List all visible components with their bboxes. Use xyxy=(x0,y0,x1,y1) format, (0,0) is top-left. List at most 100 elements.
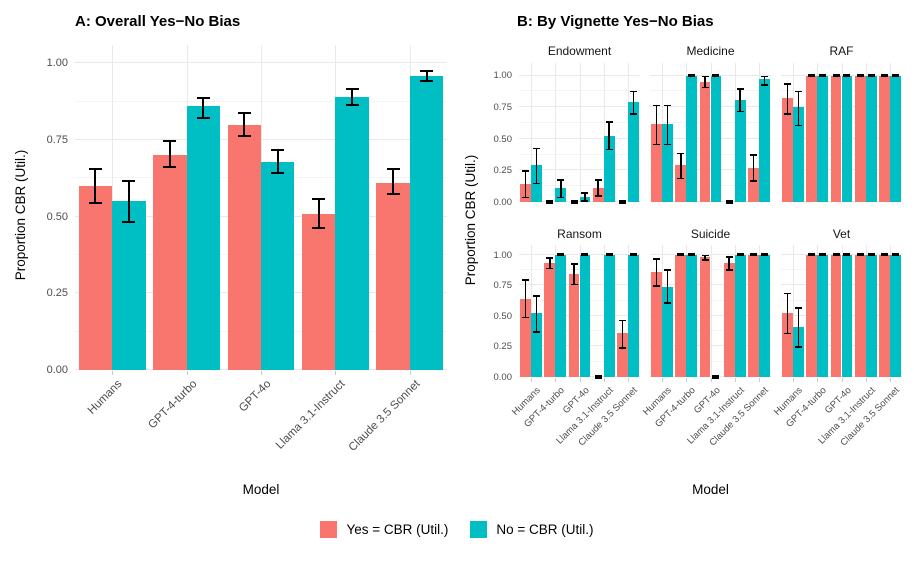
error-bar-cap-bottom xyxy=(533,182,541,185)
error-bar-cap-top xyxy=(843,75,851,78)
bar xyxy=(555,254,567,377)
error-bar xyxy=(345,87,359,107)
error-bar-cap-bottom xyxy=(891,253,899,255)
error-bar xyxy=(629,90,637,115)
error-bar xyxy=(386,167,400,196)
error-bar-cap-bottom xyxy=(880,74,888,76)
error-bar-cap-bottom xyxy=(843,74,851,76)
x-axis-tick xyxy=(409,371,411,375)
bar xyxy=(748,167,759,202)
legend-swatch-no xyxy=(470,521,488,538)
error-bar-cap-top xyxy=(570,202,578,204)
error-bar-stem xyxy=(739,88,741,113)
x-axis-tick xyxy=(710,378,712,382)
error-bar-cap-bottom xyxy=(618,347,626,349)
error-bar-cap-bottom xyxy=(736,110,744,113)
y-tick-label: 0.00 xyxy=(493,196,513,208)
x-axis-tick xyxy=(627,378,629,382)
error-bar-cap-bottom xyxy=(629,253,637,255)
error-bar-stem xyxy=(535,147,538,185)
bar xyxy=(675,165,687,202)
x-axis-tick xyxy=(261,371,262,375)
error-bar-stem xyxy=(94,167,97,205)
error-bar xyxy=(664,269,672,304)
bar xyxy=(879,254,890,377)
error-bar-cap-top xyxy=(749,254,757,257)
error-bar-cap-bottom xyxy=(546,200,554,202)
error-bar-stem xyxy=(524,279,527,319)
error-bar-cap-bottom xyxy=(570,200,578,202)
error-bar-cap-bottom xyxy=(760,84,768,86)
error-bar-cap-top xyxy=(819,75,827,78)
error-bar-cap-top xyxy=(688,75,696,78)
error-bar-cap-top xyxy=(760,254,768,257)
x-axis-tick xyxy=(335,371,337,375)
panel-b-facet-ransom-plot-area xyxy=(519,245,640,379)
bar xyxy=(889,254,901,377)
error-bar-stem xyxy=(549,257,551,270)
error-bar-cap-bottom xyxy=(594,195,602,197)
y-tick-label: 0.25 xyxy=(493,341,513,353)
error-bar-cap-bottom xyxy=(749,253,757,255)
panel-b-facet-raf-plot-area xyxy=(781,63,902,202)
error-bar-cap-top xyxy=(725,202,733,204)
error-bar-cap-bottom xyxy=(784,332,792,335)
error-bar-cap-top xyxy=(712,75,720,78)
bar xyxy=(409,75,444,370)
error-bar xyxy=(122,179,136,223)
x-axis-tick xyxy=(686,378,688,382)
bar xyxy=(227,124,261,370)
error-bar-cap-bottom xyxy=(832,253,840,255)
y-tick-label: 1.00 xyxy=(493,70,513,82)
bar xyxy=(78,186,113,370)
error-bar-cap-bottom xyxy=(880,253,888,255)
facet-title: RAF xyxy=(829,44,854,58)
error-bar-cap-bottom xyxy=(122,220,136,223)
error-bar-cap-bottom xyxy=(832,74,840,76)
error-bar xyxy=(557,179,565,199)
error-bar-cap-bottom xyxy=(581,253,589,255)
bar xyxy=(854,75,866,202)
error-bar-stem xyxy=(621,319,624,349)
bar xyxy=(699,81,711,202)
error-bar-cap-bottom xyxy=(795,346,803,348)
error-bar-cap-bottom xyxy=(808,253,816,255)
error-bar-cap-top xyxy=(736,254,744,257)
error-bar-cap-bottom xyxy=(819,74,827,76)
bar xyxy=(662,123,673,202)
error-bar-stem xyxy=(317,198,320,229)
error-bar-stem xyxy=(728,256,731,271)
error-bar-cap-bottom xyxy=(688,253,696,255)
legend-swatch-yes xyxy=(320,521,338,538)
error-bar-cap-bottom xyxy=(664,143,672,146)
error-bar xyxy=(312,198,326,229)
bar xyxy=(301,213,336,370)
bar xyxy=(734,99,746,202)
panel-b-title: B: By Vignette Yes−No Bias xyxy=(517,13,714,30)
bar xyxy=(734,254,746,377)
bar xyxy=(627,254,639,377)
gridline-vertical xyxy=(531,245,533,377)
bar xyxy=(544,263,556,377)
y-tick-label: 0.25 xyxy=(493,165,513,177)
error-bar-cap-bottom xyxy=(594,375,602,377)
error-bar-cap-bottom xyxy=(163,165,177,168)
bar xyxy=(782,313,794,377)
error-bar xyxy=(581,191,589,202)
bar xyxy=(817,75,829,202)
panel-b-facet-suicide-plot-area xyxy=(650,245,771,379)
error-bar-cap-top xyxy=(618,202,626,204)
error-bar-cap-bottom xyxy=(819,253,827,255)
error-bar xyxy=(784,83,792,115)
legend: Yes = CBR (Util.) No = CBR (Util.) xyxy=(0,521,914,538)
error-bar-cap-bottom xyxy=(688,74,696,76)
legend-label: No = CBR (Util.) xyxy=(496,522,594,537)
bar xyxy=(651,271,663,377)
error-bar xyxy=(522,170,530,199)
bar xyxy=(617,333,628,377)
error-bar xyxy=(795,307,803,348)
error-bar-cap-top xyxy=(867,254,875,257)
x-axis-tick xyxy=(531,378,533,382)
bar xyxy=(830,75,842,202)
